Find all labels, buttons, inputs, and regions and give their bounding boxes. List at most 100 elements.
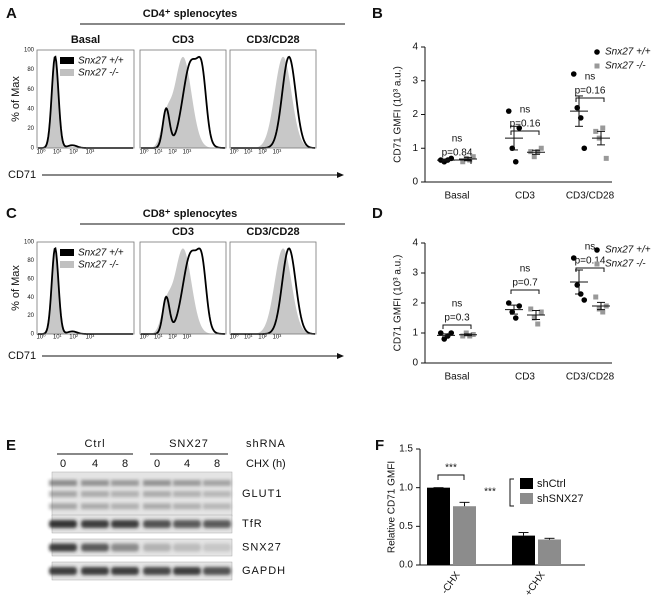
x-tick-label: 10⁰ — [139, 334, 149, 341]
blot-band — [111, 543, 139, 552]
y-tick-label: 1.5 — [399, 444, 413, 455]
y-tick-label: 100 — [24, 48, 35, 54]
blot-band — [203, 567, 231, 575]
histogram-filled — [231, 56, 315, 148]
data-point — [528, 149, 534, 155]
y-axis-label: CD71 GMFI (10³ a.u.) — [393, 255, 404, 352]
blot-band — [49, 520, 77, 528]
blot-band — [143, 491, 171, 497]
legend-marker — [594, 63, 600, 69]
panel-letter: B — [372, 5, 383, 22]
blot-band — [81, 480, 109, 486]
significance-bracket — [510, 130, 540, 135]
significance-bracket — [510, 289, 540, 294]
x-tick-label: 10² — [258, 150, 267, 156]
panel-letter: D — [372, 205, 383, 222]
x-tick-label: Basal — [444, 372, 469, 383]
p-value: p=0.7 — [512, 278, 538, 289]
significance-label: ns — [520, 105, 531, 116]
x-tick-label: 10¹ — [244, 150, 253, 156]
panel-title: CD4⁺ splenocytes — [143, 8, 237, 20]
bar — [453, 506, 476, 565]
significance-bracket — [575, 97, 605, 102]
legend-swatch — [60, 249, 74, 256]
data-point — [570, 71, 577, 77]
x-tick-label: 10⁰ — [139, 149, 149, 156]
y-tick-label: 3 — [412, 268, 418, 279]
histogram-frame — [229, 49, 317, 149]
blot-band — [49, 491, 77, 497]
x-tick-label: +CHX — [523, 570, 548, 598]
blot-band — [81, 543, 109, 552]
data-point — [570, 255, 577, 261]
x-tick-label: 10⁰ — [229, 334, 239, 341]
x-tick-label: 10³ — [86, 335, 95, 341]
y-tick-label: 20 — [27, 126, 34, 132]
condition-label: CD3/CD28 — [246, 34, 299, 46]
significance-bracket — [442, 159, 472, 164]
y-tick-label: 4 — [412, 42, 418, 53]
blot-band — [173, 480, 201, 486]
y-tick-label: 1 — [412, 143, 418, 154]
blot-band — [49, 543, 77, 552]
group-label: Ctrl — [84, 438, 105, 450]
legend-label: Snx27 +/+ — [605, 47, 651, 58]
bar — [538, 539, 561, 565]
blot-band — [49, 567, 77, 575]
blot-band — [81, 491, 109, 497]
histogram-frame — [36, 241, 135, 335]
data-point — [593, 128, 599, 134]
blot-band — [203, 491, 231, 497]
significance-label: *** — [445, 463, 457, 474]
y-tick-label: 0 — [31, 332, 35, 338]
data-point — [600, 309, 606, 315]
x-tick-label: 10² — [69, 150, 78, 156]
x-tick-label: Basal — [444, 191, 469, 202]
histogram-frame — [229, 241, 317, 335]
y-tick-label: 40 — [27, 106, 34, 112]
y-tick-label: 3 — [412, 75, 418, 86]
legend-label: Snx27 +/+ — [78, 56, 124, 67]
data-point — [535, 321, 541, 327]
x-tick-label: 10⁰ — [36, 149, 46, 156]
x-tick-label: 10¹ — [53, 335, 62, 341]
blot-band — [143, 543, 171, 552]
x-tick-label: -CHX — [440, 570, 463, 597]
y-tick-label: 0 — [412, 177, 418, 188]
histogram-frame — [139, 241, 227, 335]
condition-label: CD3 — [172, 34, 194, 46]
data-point — [600, 125, 606, 131]
blot-band — [81, 567, 109, 575]
y-tick-label: 80 — [27, 67, 34, 73]
significance-label: ns — [585, 242, 596, 253]
blot-band — [111, 520, 139, 528]
condition-label: Basal — [71, 34, 100, 46]
significance-bracket — [437, 474, 465, 480]
protein-label: TfR — [242, 518, 263, 530]
legend-label: shCtrl — [537, 478, 566, 490]
data-point — [581, 145, 588, 152]
x-tick-label: 10¹ — [154, 335, 163, 341]
blot-band — [173, 503, 201, 510]
time-label: 0 — [154, 458, 160, 470]
y-tick-label: 2 — [412, 298, 418, 309]
blot-band — [49, 503, 77, 510]
blot-band — [203, 480, 231, 486]
time-label: 4 — [92, 458, 98, 470]
legend-label: Snx27 +/+ — [605, 245, 651, 256]
legend-label: Snx27 -/- — [605, 61, 646, 72]
data-point — [593, 294, 599, 300]
time-header: CHX (h) — [246, 458, 286, 470]
blot-band — [111, 503, 139, 510]
condition-label: CD3/CD28 — [246, 226, 299, 238]
protein-label: GLUT1 — [242, 488, 282, 500]
y-tick-label: 0.0 — [399, 560, 413, 571]
significance-label: ns — [585, 72, 596, 83]
blot-band — [203, 503, 231, 510]
data-point — [512, 158, 519, 165]
x-axis-label: CD71 — [8, 169, 36, 181]
y-tick-label: 0 — [412, 358, 418, 369]
data-point — [581, 297, 588, 303]
